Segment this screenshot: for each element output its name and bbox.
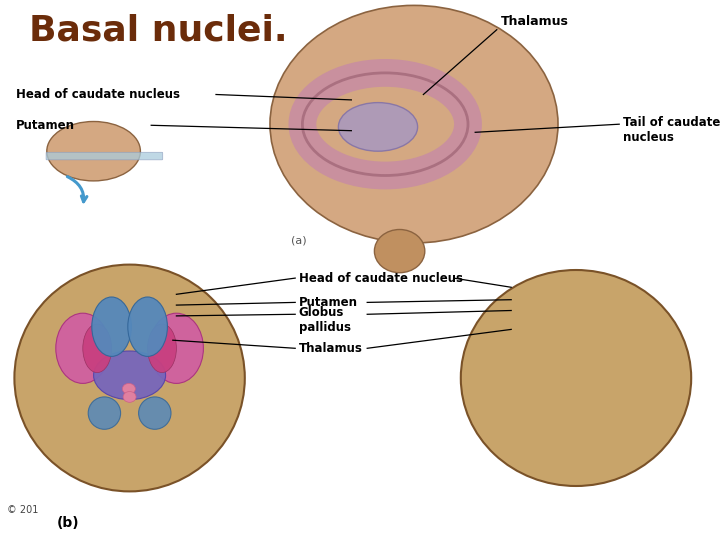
Ellipse shape — [128, 297, 167, 356]
Ellipse shape — [123, 392, 136, 402]
Ellipse shape — [374, 230, 425, 273]
Text: Head of caudate nucleus: Head of caudate nucleus — [299, 272, 463, 285]
Ellipse shape — [14, 265, 245, 491]
Ellipse shape — [94, 351, 166, 400]
Text: Head of caudate nucleus: Head of caudate nucleus — [16, 88, 180, 101]
Text: Thalamus: Thalamus — [500, 15, 568, 28]
FancyBboxPatch shape — [46, 152, 163, 160]
Ellipse shape — [83, 324, 112, 373]
Text: © 201: © 201 — [7, 505, 39, 515]
Ellipse shape — [139, 397, 171, 429]
Text: Thalamus: Thalamus — [299, 342, 363, 355]
Ellipse shape — [92, 297, 132, 356]
Text: Globus
pallidus: Globus pallidus — [299, 306, 351, 334]
Text: Putamen: Putamen — [16, 119, 75, 132]
Ellipse shape — [270, 5, 558, 243]
Ellipse shape — [47, 122, 140, 181]
Ellipse shape — [150, 313, 204, 383]
Text: Putamen: Putamen — [299, 296, 358, 309]
Ellipse shape — [56, 313, 110, 383]
Ellipse shape — [88, 397, 121, 429]
Text: (b): (b) — [57, 516, 80, 530]
Text: Tail of caudate
nucleus: Tail of caudate nucleus — [623, 116, 720, 144]
Ellipse shape — [148, 324, 176, 373]
Ellipse shape — [122, 383, 135, 394]
Text: Basal nuclei.: Basal nuclei. — [29, 14, 287, 48]
Ellipse shape — [461, 270, 691, 486]
Ellipse shape — [338, 103, 418, 151]
Text: (a): (a) — [291, 235, 307, 245]
